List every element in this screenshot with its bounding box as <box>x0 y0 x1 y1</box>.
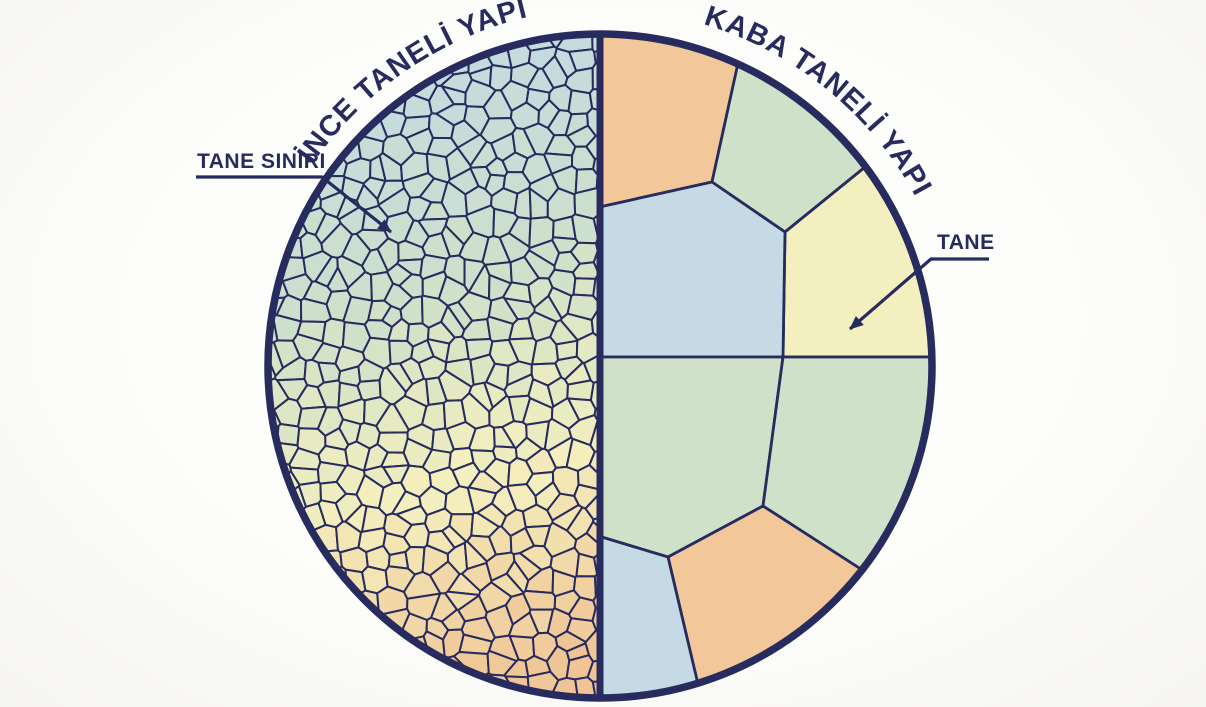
fine-grain-cell <box>421 401 447 432</box>
fine-grain-cell <box>573 187 600 220</box>
coarse-grain-blue-bottom <box>600 533 707 698</box>
grain-boundary-arrow <box>196 175 392 234</box>
fine-grain-cell <box>572 277 597 297</box>
fine-grain-cell <box>584 629 600 663</box>
fine-grained-region <box>268 34 600 698</box>
fine-grain-cell <box>539 34 572 49</box>
grain-arrow <box>848 257 989 331</box>
grain-label: TANE <box>937 231 995 254</box>
coarse-grain-blue-middle <box>600 180 787 359</box>
grain-boundary-label: TANE SINIRI <box>197 150 326 173</box>
fine-grain-cell <box>566 379 595 402</box>
circle-outline <box>264 30 936 702</box>
